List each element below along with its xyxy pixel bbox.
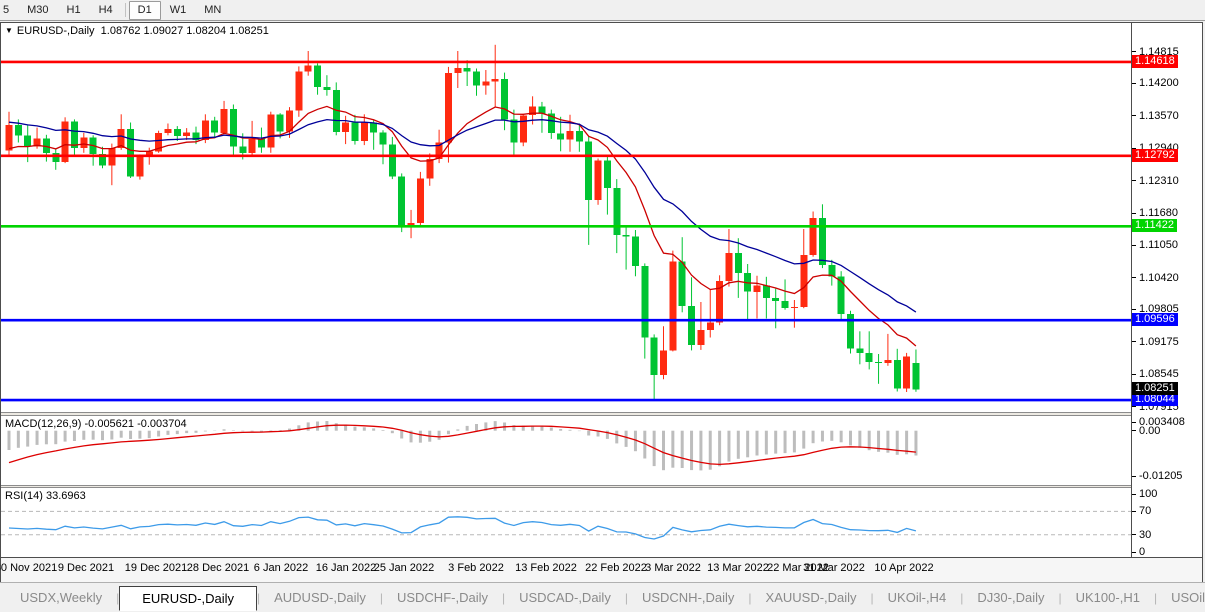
macd-indicator-label: MACD(12,26,9) -0.005621 -0.003704 xyxy=(5,418,187,430)
date-axis-label: 9 Dec 2021 xyxy=(57,562,115,574)
tab-separator: | xyxy=(501,590,506,605)
timeframe-button-h4[interactable]: H4 xyxy=(98,3,113,16)
panel-splitter[interactable] xyxy=(1,485,1131,488)
tab-eurusd-daily[interactable]: EURUSD-,Daily xyxy=(119,586,257,611)
date-axis-label: 3 Feb 2022 xyxy=(448,562,504,574)
date-axis-label: 10 Apr 2022 xyxy=(874,562,934,574)
timeframe-button-5[interactable]: 5 xyxy=(3,3,10,16)
tab-usoil-h1[interactable]: USOil-,H1 xyxy=(1171,590,1205,605)
date-axis-label: 19 Dec 2021 xyxy=(124,562,188,574)
date-axis-label: 25 Jan 2022 xyxy=(373,562,435,574)
tab-separator: | xyxy=(748,590,752,605)
timeframe-button-m30[interactable]: M30 xyxy=(27,3,49,16)
chart-symbol-period: EURUSD-,Daily xyxy=(16,25,95,37)
tab-dj30-daily[interactable]: DJ30-,Daily xyxy=(977,590,1045,605)
chart-plots: ▼ EURUSD-,Daily 1.08762 1.09027 1.08204 1… xyxy=(1,23,1131,557)
date-axis-label: 22 Feb 2022 xyxy=(585,562,647,574)
axis-tick-label: 0.00 xyxy=(1132,425,1160,437)
tab-usdchf-daily[interactable]: USDCHF-,Daily xyxy=(396,590,488,605)
date-axis-label: 31 Mar 2022 xyxy=(803,562,865,574)
date-axis-label: 16 Jan 2022 xyxy=(315,562,377,574)
timeframe-button-mn[interactable]: MN xyxy=(204,3,222,16)
symbol-tabs: USDX,Weekly | EURUSD-,Daily | AUDUSD-,Daily |… xyxy=(0,582,1205,612)
macd-values: -0.005621 -0.003704 xyxy=(84,418,187,430)
price-level-badge: 1.14618 xyxy=(1132,54,1178,68)
axis-tick-label: 0 xyxy=(1132,546,1145,558)
date-axis-label: 22 Mar 2022 xyxy=(767,562,829,574)
tab-usdx-weekly[interactable]: USDX,Weekly xyxy=(20,590,103,605)
axis-tick-label: 1.10420 xyxy=(1132,272,1179,284)
price-level-badge: 1.12792 xyxy=(1132,148,1178,162)
axis-tick-label: 1.14200 xyxy=(1132,77,1179,89)
timeframe-button-h1[interactable]: H1 xyxy=(66,3,81,16)
chart-menu-icon[interactable]: ▼ xyxy=(5,26,13,35)
macd-panel[interactable]: MACD(12,26,9) -0.005621 -0.003704 xyxy=(1,416,1131,485)
axis-tick-label: 0.003408 xyxy=(1132,416,1185,428)
tab-separator: | xyxy=(256,590,261,605)
axis-tick-label: 1.09175 xyxy=(1132,336,1179,348)
date-axis-label: 30 Nov 2021 xyxy=(0,562,58,574)
date-axis-label: 13 Feb 2022 xyxy=(515,562,577,574)
axis-tick-label: 1.13570 xyxy=(1132,110,1179,122)
rsi-indicator-label: RSI(14) 33.6963 xyxy=(5,490,86,502)
timeframe-button-w1[interactable]: W1 xyxy=(169,3,187,16)
axis-tick-label: -0.01205 xyxy=(1132,470,1182,482)
date-axis-label: 3 Mar 2022 xyxy=(645,562,701,574)
axis-tick-label: 1.08545 xyxy=(1132,368,1179,380)
axis-tick-label: 1.09805 xyxy=(1132,303,1179,315)
tab-separator: | xyxy=(624,590,628,605)
tab-separator: | xyxy=(116,590,120,605)
chart-title: ▼ EURUSD-,Daily 1.08762 1.09027 1.08204 1… xyxy=(5,25,269,37)
tab-xauusd-daily[interactable]: XAUUSD-,Daily xyxy=(765,590,857,605)
candlestick-chart[interactable] xyxy=(1,23,1131,412)
axis-tick-label: 30 xyxy=(1132,529,1151,541)
tab-separator: | xyxy=(960,590,964,605)
toolbar-separator xyxy=(124,3,126,17)
tab-uk100-h1[interactable]: UK100-,H1 xyxy=(1075,590,1140,605)
price-level-badge: 1.08251 xyxy=(1132,382,1178,396)
rsi-chart[interactable] xyxy=(1,488,1131,557)
price-level-badge: 1.09596 xyxy=(1132,313,1178,327)
axis-tick-label: 1.12310 xyxy=(1132,175,1179,187)
tab-audusd-daily[interactable]: AUDUSD-,Daily xyxy=(274,590,366,605)
date-axis[interactable]: 30 Nov 2021 9 Dec 2021 19 Dec 2021 28 Dec 2… xyxy=(0,557,1202,582)
price-scale[interactable]: 1.148151.142001.135701.129401.123101.116… xyxy=(1131,23,1202,558)
tab-usdcad-daily[interactable]: USDCAD-,Daily xyxy=(519,590,611,605)
price-panel[interactable]: ▼ EURUSD-,Daily 1.08762 1.09027 1.08204 1… xyxy=(1,23,1131,412)
rsi-panel[interactable]: RSI(14) 33.6963 xyxy=(1,488,1131,557)
axis-tick-label: 70 xyxy=(1132,505,1151,517)
axis-tick-label: 1.11680 xyxy=(1132,207,1178,219)
tab-separator: | xyxy=(870,590,874,605)
chart-ohlc-values: 1.08762 1.09027 1.08204 1.08251 xyxy=(100,25,269,37)
panel-splitter[interactable] xyxy=(1,412,1131,416)
price-level-badge: 1.08044 xyxy=(1132,393,1178,407)
timeframe-button-d1[interactable]: D1 xyxy=(128,0,161,20)
tab-ukoil-h4[interactable]: UKOil-,H4 xyxy=(887,590,947,605)
tab-usdcnh-daily[interactable]: USDCNH-,Daily xyxy=(641,590,735,605)
axis-tick-label: 1.11050 xyxy=(1132,239,1178,251)
axis-tick-label: 1.14815 xyxy=(1132,46,1179,58)
tab-separator: | xyxy=(1058,590,1062,605)
tab-separator: | xyxy=(1153,590,1158,605)
axis-tick-label: 100 xyxy=(1132,488,1157,500)
tab-separator: | xyxy=(379,590,383,605)
price-level-badge: 1.11422 xyxy=(1132,219,1177,233)
date-axis-label: 28 Dec 2021 xyxy=(186,562,250,574)
date-axis-label: 13 Mar 2022 xyxy=(707,562,769,574)
rsi-value: 33.6963 xyxy=(45,490,86,502)
chart-window: ▼ EURUSD-,Daily 1.08762 1.09027 1.08204 1… xyxy=(0,22,1203,582)
macd-chart[interactable] xyxy=(1,416,1131,485)
date-axis-label: 6 Jan 2022 xyxy=(253,562,309,574)
timeframe-toolbar: 5 M30 H1 H4 D1 W1 MN xyxy=(0,0,1205,21)
